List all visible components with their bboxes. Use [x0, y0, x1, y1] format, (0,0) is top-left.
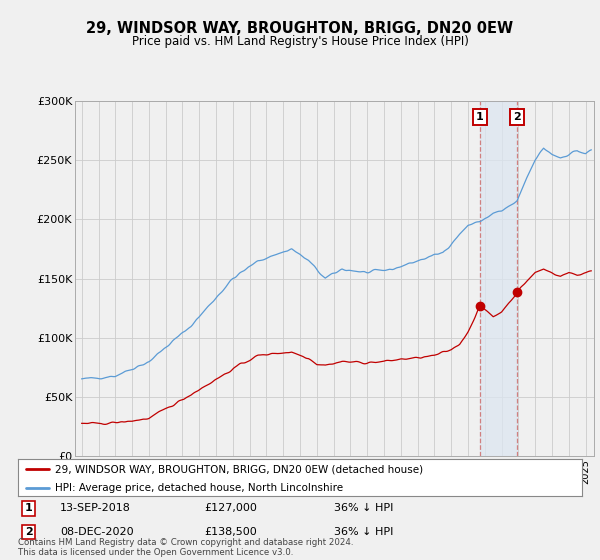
Text: Contains HM Land Registry data © Crown copyright and database right 2024.
This d: Contains HM Land Registry data © Crown c…	[18, 538, 353, 557]
Text: £127,000: £127,000	[204, 503, 257, 514]
Bar	[480, 101, 517, 456]
Text: HPI: Average price, detached house, North Lincolnshire: HPI: Average price, detached house, Nort…	[55, 483, 343, 493]
Text: 2: 2	[514, 112, 521, 122]
Text: 1: 1	[25, 503, 32, 514]
Text: 08-DEC-2020: 08-DEC-2020	[60, 527, 134, 537]
Text: £138,500: £138,500	[204, 527, 257, 537]
Text: 36% ↓ HPI: 36% ↓ HPI	[334, 527, 393, 537]
Text: Price paid vs. HM Land Registry's House Price Index (HPI): Price paid vs. HM Land Registry's House …	[131, 35, 469, 48]
Text: 36% ↓ HPI: 36% ↓ HPI	[334, 503, 393, 514]
Text: 29, WINDSOR WAY, BROUGHTON, BRIGG, DN20 0EW: 29, WINDSOR WAY, BROUGHTON, BRIGG, DN20 …	[86, 21, 514, 36]
Text: 2: 2	[25, 527, 32, 537]
Text: 1: 1	[476, 112, 484, 122]
Text: 29, WINDSOR WAY, BROUGHTON, BRIGG, DN20 0EW (detached house): 29, WINDSOR WAY, BROUGHTON, BRIGG, DN20 …	[55, 464, 423, 474]
Text: 13-SEP-2018: 13-SEP-2018	[60, 503, 131, 514]
